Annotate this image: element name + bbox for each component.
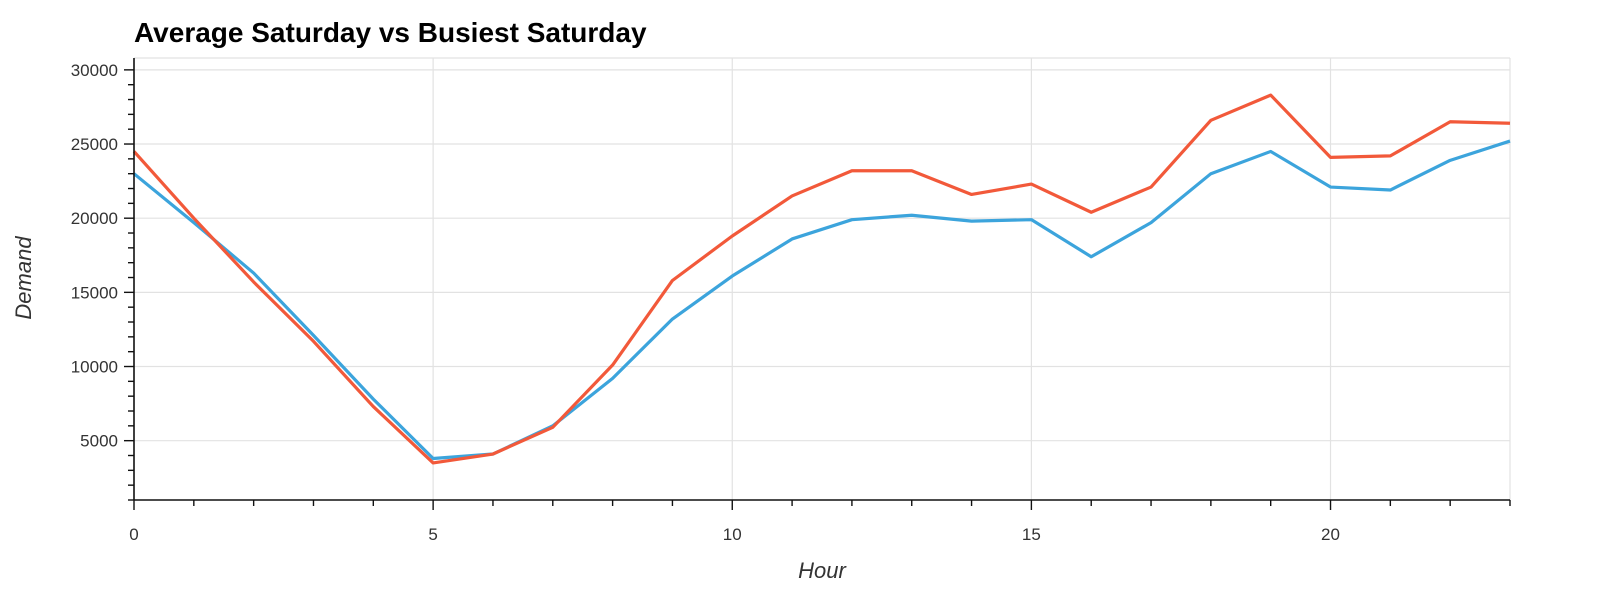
y-tick-label: 5000 [80,432,118,451]
x-tick-label: 20 [1321,525,1340,544]
series-line-2 [132,93,1511,465]
chart-title: Average Saturday vs Busiest Saturday [134,17,647,48]
y-tick-label: 30000 [71,61,118,80]
x-tick-label: 15 [1022,525,1041,544]
x-tick-label: 0 [129,525,138,544]
tick-labels: 0 5 10 15 20 5000 10000 15000 20000 25000 30000 [71,61,1340,544]
y-tick-label: 25000 [71,135,118,154]
series-layer [132,93,1511,465]
y-tick-label: 20000 [71,209,118,228]
x-axis-label: Hour [798,558,847,583]
y-tick-label: 10000 [71,358,118,377]
grid [133,57,1511,500]
x-tick-label: 5 [428,525,437,544]
axes [124,58,1511,510]
x-tick-label: 10 [723,525,742,544]
series-line-1 [132,139,1511,461]
y-axis-label: Demand [11,236,36,320]
y-tick-label: 15000 [71,283,118,302]
